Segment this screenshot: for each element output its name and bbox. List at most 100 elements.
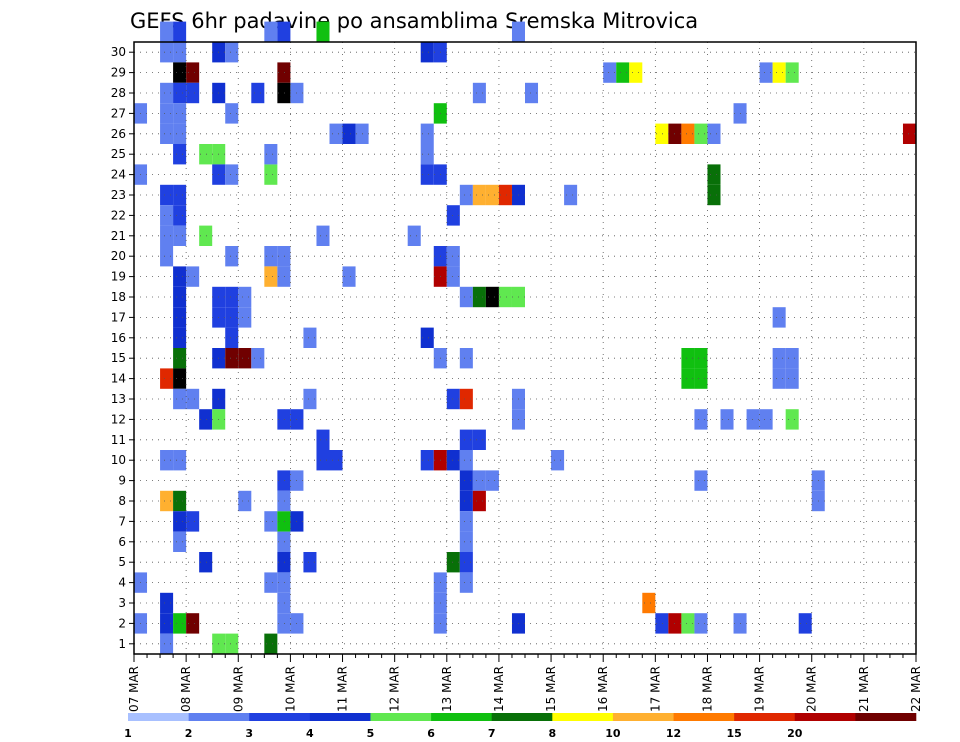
heatmap-cell: [694, 368, 708, 389]
heatmap-cell: [277, 470, 291, 491]
legend-swatch: [612, 713, 674, 721]
heatmap-cell: [303, 388, 317, 410]
heatmap-cell: [173, 144, 187, 165]
x-axis: 07 MAR 08 MAR 09 MAR 10 MAR 11 MAR 12 MAR 13 M…: [127, 654, 923, 712]
heatmap-cell: [238, 490, 252, 512]
heatmap-cell: [642, 592, 656, 614]
heatmap-cell: [160, 633, 174, 654]
heatmap-cell: [277, 490, 291, 512]
heatmap-cell: [225, 307, 239, 328]
heatmap-cell: [277, 613, 291, 634]
heatmap-cell: [251, 348, 265, 369]
heatmap-cell: [772, 307, 786, 328]
legend-label: 8: [548, 727, 556, 740]
heatmap-cell: [173, 62, 187, 83]
heatmap-cell: [173, 348, 187, 369]
heatmap-cell: [277, 266, 291, 287]
heatmap-cell: [173, 266, 187, 287]
legend-swatch: [552, 713, 614, 721]
heatmap-cell: [798, 613, 812, 634]
legend-label: 7: [488, 727, 496, 740]
x-tick-label: 07 MAR: [127, 666, 141, 712]
heatmap-cell: [186, 511, 200, 532]
heatmap-cell: [759, 409, 773, 430]
heatmap-cell: [459, 286, 473, 308]
y-tick-label: 5: [118, 555, 126, 569]
heatmap-cell: [902, 123, 916, 144]
y-tick-label: 3: [118, 596, 126, 610]
y-tick-label: 4: [118, 576, 126, 590]
heatmap-cell: [173, 286, 187, 308]
heatmap-cell: [251, 82, 265, 104]
heatmap-cell: [629, 62, 643, 83]
heatmap-cell: [472, 286, 486, 308]
y-axis: 1234567891011121314151617181920212223242…: [111, 45, 134, 651]
heatmap-cell: [277, 552, 291, 573]
heatmap-cell: [264, 246, 278, 267]
heatmap-cell: [446, 552, 460, 573]
heatmap-cell: [303, 552, 317, 573]
y-tick-label: 7: [118, 514, 126, 528]
heatmap-cell: [420, 144, 434, 165]
heatmap-cell: [277, 246, 291, 267]
heatmap-cell: [459, 470, 473, 491]
heatmap-cell: [160, 184, 174, 206]
heatmap-cell: [459, 572, 473, 593]
heatmap-cell: [316, 429, 330, 450]
heatmap-cell: [160, 103, 174, 124]
heatmap-cell: [459, 388, 473, 410]
heatmap-cell: [173, 205, 187, 226]
heatmap-cell: [173, 123, 187, 144]
heatmap-cell: [472, 470, 486, 491]
x-tick-label: 20 MAR: [805, 666, 819, 712]
legend-label: 15: [726, 727, 741, 740]
heatmap-cell: [186, 62, 200, 83]
legend-swatch: [188, 713, 250, 721]
heatmap-cell: [173, 388, 187, 410]
y-tick-label: 21: [111, 229, 126, 243]
heatmap-cell: [694, 470, 708, 491]
heatmap-cell: [759, 62, 773, 83]
heatmap-cell: [446, 205, 460, 226]
x-tick-label: 18 MAR: [700, 666, 714, 712]
heatmap-cell: [225, 246, 239, 267]
heatmap-cell: [225, 286, 239, 308]
heatmap-cell: [785, 62, 799, 83]
heatmap-cell: [173, 490, 187, 512]
heatmap-cell: [225, 103, 239, 124]
heatmap-cell: [173, 613, 187, 634]
heatmap-cell: [472, 82, 486, 104]
heatmap-cell: [173, 184, 187, 206]
heatmap-cell: [707, 184, 721, 206]
x-tick-label: 08 MAR: [179, 666, 193, 712]
legend-swatch: [431, 713, 492, 721]
heatmap-cell: [264, 144, 278, 165]
heatmap-cell: [407, 225, 421, 246]
x-tick-label: 16 MAR: [596, 666, 610, 712]
y-tick-label: 23: [111, 188, 126, 202]
y-tick-label: 28: [111, 86, 126, 100]
heatmap-cell: [160, 21, 174, 42]
heatmap-cell: [472, 490, 486, 512]
heatmap-cell: [459, 429, 473, 450]
y-tick-label: 12: [111, 412, 126, 426]
heatmap-cell: [303, 327, 317, 348]
y-tick-label: 15: [111, 351, 126, 365]
heatmap-cell: [420, 164, 434, 185]
legend-swatch: [855, 713, 917, 721]
legend-label: 12: [666, 727, 681, 740]
y-tick-label: 16: [111, 331, 126, 345]
heatmap-cell: [173, 307, 187, 328]
heatmap-cell: [459, 552, 473, 573]
heatmap-cell: [277, 82, 291, 104]
y-tick-label: 26: [111, 127, 126, 141]
heatmap-cell: [459, 184, 473, 206]
legend-label: 6: [427, 727, 435, 740]
heatmap-cell: [225, 327, 239, 348]
heatmap-cell: [173, 368, 187, 389]
heatmap-cell: [446, 388, 460, 410]
grid-lines: [134, 42, 916, 654]
y-tick-label: 18: [111, 290, 126, 304]
heatmap-cell: [316, 450, 330, 471]
heatmap-cell: [199, 409, 213, 430]
